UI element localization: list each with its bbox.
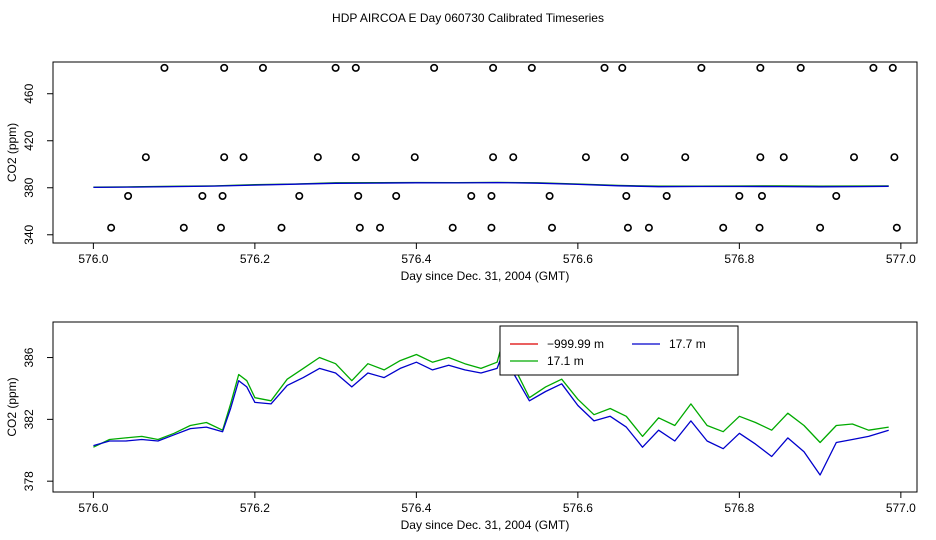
legend: −999.99 m 17.7 m 17.1 m	[499, 325, 739, 376]
series-line-1-2	[93, 181, 889, 189]
x-tick-label: 576.2	[240, 252, 270, 266]
series-line-2-0	[93, 332, 889, 448]
data-point	[467, 191, 476, 200]
figure-title: HDP AIRCOA E Day 060730 Calibrated Times…	[332, 11, 604, 25]
data-point	[489, 153, 498, 162]
data-point	[277, 223, 286, 232]
data-point	[719, 223, 728, 232]
data-point	[448, 223, 457, 232]
data-point	[124, 191, 133, 200]
legend-box	[499, 325, 739, 376]
y-tick-label: 386	[22, 347, 36, 367]
x-tick-label: 576.4	[401, 252, 431, 266]
y-axis-label: CO2 (ppm)	[5, 377, 19, 436]
x-tick-label: 576.8	[724, 501, 754, 515]
data-point	[487, 191, 496, 200]
data-point	[160, 63, 169, 72]
y-tick-label: 382	[22, 409, 36, 429]
x-tick-label: 576.4	[401, 501, 431, 515]
data-point	[509, 153, 518, 162]
data-point	[313, 153, 322, 162]
x-tick-label: 576.6	[563, 252, 593, 266]
data-point	[890, 153, 899, 162]
data-point	[410, 153, 419, 162]
data-point	[618, 63, 627, 72]
legend-entry: −999.99 m	[547, 337, 604, 351]
data-point	[623, 223, 632, 232]
x-tick-label: 577.0	[886, 501, 916, 515]
data-point	[697, 63, 706, 72]
data-point	[888, 63, 897, 72]
y-tick-label: 380	[22, 177, 36, 197]
data-point	[107, 223, 116, 232]
legend-entry: 17.7 m	[669, 337, 706, 351]
data-point	[218, 191, 227, 200]
data-point	[620, 153, 629, 162]
data-point	[869, 63, 878, 72]
data-point	[295, 191, 304, 200]
plot-frame-2	[52, 321, 918, 493]
data-point	[354, 191, 363, 200]
y-tick-label: 460	[22, 83, 36, 103]
data-point	[581, 153, 590, 162]
data-point	[545, 191, 554, 200]
x-tick-label: 576.2	[240, 501, 270, 515]
data-point	[141, 153, 150, 162]
data-point	[489, 63, 498, 72]
data-point	[198, 191, 207, 200]
y-tick-label: 378	[22, 471, 36, 491]
y-tick-label: 420	[22, 130, 36, 150]
data-point	[832, 191, 841, 200]
series-line-2-1	[93, 346, 889, 476]
plot-frame-1	[52, 61, 918, 244]
legend-entry: 17.1 m	[547, 354, 584, 368]
data-point	[681, 153, 690, 162]
data-point	[757, 191, 766, 200]
data-point	[216, 223, 225, 232]
data-point	[600, 63, 609, 72]
data-point	[548, 223, 557, 232]
data-point	[351, 63, 360, 72]
data-point	[756, 63, 765, 72]
data-point	[239, 153, 248, 162]
data-point	[487, 223, 496, 232]
data-point	[662, 191, 671, 200]
y-axis-label: CO2 (ppm)	[5, 123, 19, 182]
data-point	[644, 223, 653, 232]
data-point	[376, 223, 385, 232]
data-point	[430, 63, 439, 72]
x-tick-label: 576.0	[78, 252, 108, 266]
x-tick-label: 577.0	[886, 252, 916, 266]
x-tick-label: 576.8	[724, 252, 754, 266]
data-point	[796, 63, 805, 72]
x-tick-label: 576.6	[563, 501, 593, 515]
data-point	[351, 153, 360, 162]
data-point	[220, 63, 229, 72]
data-point	[331, 63, 340, 72]
data-point	[816, 223, 825, 232]
x-axis-label: Day since Dec. 31, 2004 (GMT)	[401, 518, 570, 532]
y-tick-label: 340	[22, 224, 36, 244]
data-point	[735, 191, 744, 200]
data-point	[850, 153, 859, 162]
data-point	[755, 223, 764, 232]
data-point	[392, 191, 401, 200]
data-point	[258, 63, 267, 72]
data-point	[220, 153, 229, 162]
data-point	[892, 223, 901, 232]
data-point	[622, 191, 631, 200]
x-tick-label: 576.0	[78, 501, 108, 515]
data-point	[756, 153, 765, 162]
data-point	[355, 223, 364, 232]
data-point	[779, 153, 788, 162]
data-point	[179, 223, 188, 232]
x-axis-label: Day since Dec. 31, 2004 (GMT)	[401, 269, 570, 283]
data-point	[527, 63, 536, 72]
